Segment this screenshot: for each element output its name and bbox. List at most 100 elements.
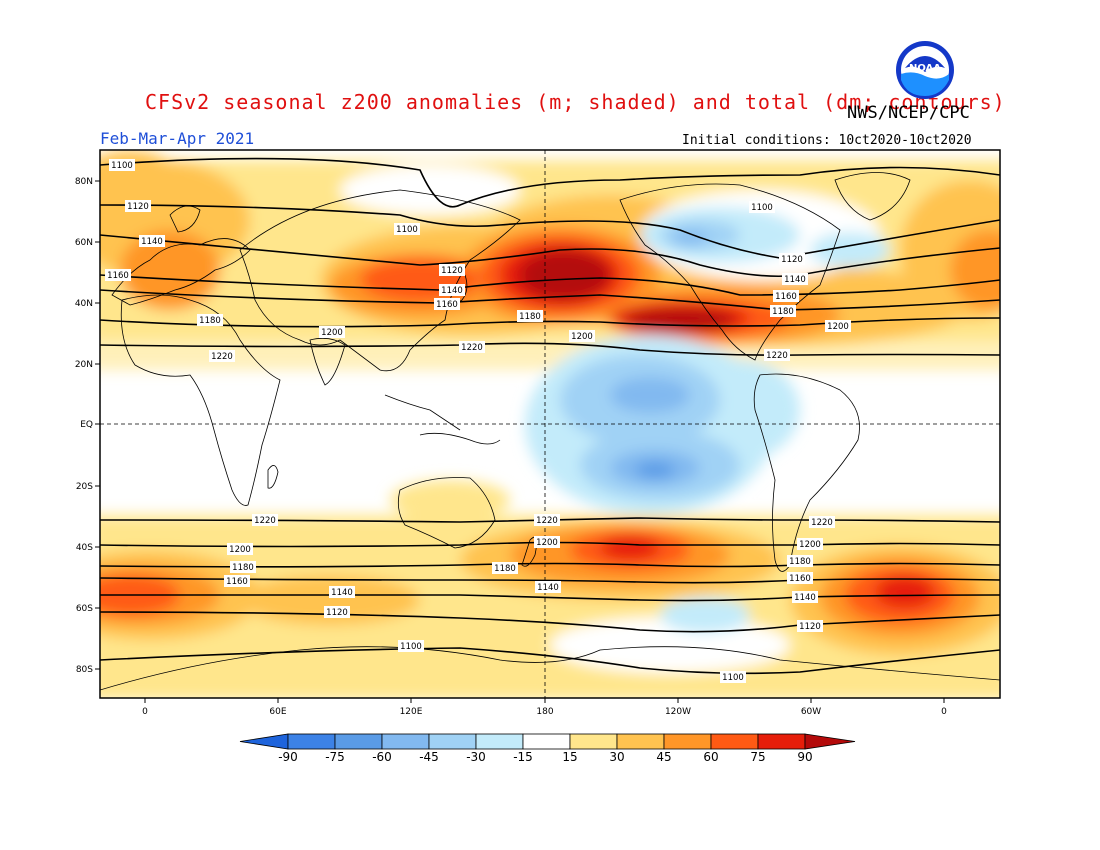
contour-label: 1220 bbox=[461, 343, 483, 353]
colorbar-tick-label: -45 bbox=[419, 750, 439, 764]
contour-label-box bbox=[517, 310, 543, 322]
contour-label-box bbox=[324, 606, 350, 618]
colorbar-tick-label: 90 bbox=[797, 750, 812, 764]
contour-label: 1200 bbox=[827, 322, 849, 332]
contour-label: 1120 bbox=[127, 202, 149, 212]
contour-label-box bbox=[319, 326, 345, 338]
contour-label-box bbox=[105, 269, 131, 281]
contour-label: 1220 bbox=[811, 518, 833, 528]
contour-label: 1180 bbox=[789, 557, 811, 567]
contour-label-box bbox=[398, 640, 424, 652]
contour-label: 1120 bbox=[326, 608, 348, 618]
colorbar-tick-label: 15 bbox=[562, 750, 577, 764]
colorbar-tick-label: -15 bbox=[513, 750, 533, 764]
lat-label: EQ bbox=[80, 420, 93, 430]
lat-label: 80N bbox=[75, 177, 93, 187]
contour-label: 1140 bbox=[784, 275, 806, 285]
lon-label: 120E bbox=[400, 707, 423, 717]
contour-label-box bbox=[139, 235, 165, 247]
lon-label: 60E bbox=[269, 707, 286, 717]
colorbar-segment bbox=[334, 733, 383, 750]
contour-label-box bbox=[534, 514, 560, 526]
height-contours bbox=[100, 157, 1000, 675]
contour-label: 1120 bbox=[781, 255, 803, 265]
lat-label: 40S bbox=[76, 543, 93, 553]
contour-label-box bbox=[770, 305, 796, 317]
contour-label-box bbox=[224, 575, 250, 587]
contour-label: 1160 bbox=[107, 271, 129, 281]
contour-label: 1140 bbox=[331, 588, 353, 598]
contour-label: 1160 bbox=[436, 300, 458, 310]
contour-label-box bbox=[534, 536, 560, 548]
contour-label-box bbox=[797, 538, 823, 550]
contour-label-box bbox=[459, 341, 485, 353]
contour-label: 1100 bbox=[722, 673, 744, 683]
lat-label: 40N bbox=[75, 299, 93, 309]
contour-label: 1160 bbox=[789, 574, 811, 584]
contour-label-box bbox=[434, 298, 460, 310]
contour-label: 1200 bbox=[536, 538, 558, 548]
contour-label: 1160 bbox=[775, 292, 797, 302]
contour-label-box bbox=[394, 223, 420, 235]
latitude-labels: 80N 60N 40N 20N EQ 20S 40S 60S 80S bbox=[75, 177, 100, 675]
contour-label-box bbox=[773, 290, 799, 302]
colorbar-segment bbox=[710, 733, 759, 750]
contour-label: 1140 bbox=[794, 593, 816, 603]
contour-label-box bbox=[792, 591, 818, 603]
contour-label-box bbox=[109, 159, 135, 171]
colorbar-segment bbox=[522, 733, 571, 750]
contour-label: 1140 bbox=[537, 583, 559, 593]
colorbar-segment bbox=[381, 733, 430, 750]
contour-label-box bbox=[787, 555, 813, 567]
contour-label: 1160 bbox=[226, 577, 248, 587]
colorbar-tick-label: -90 bbox=[278, 750, 298, 764]
colorbar-tick-label: -75 bbox=[325, 750, 345, 764]
map-title: CFSv2 seasonal z200 anomalies (m; shaded… bbox=[145, 90, 1006, 114]
anomaly-shading bbox=[100, 150, 1000, 698]
contour-label-box bbox=[252, 514, 278, 526]
colorbar-segment bbox=[569, 733, 618, 750]
contour-labels: 1100 1100 1100 1120 1120 1120 1140 1140 1140 1160… bbox=[105, 159, 851, 683]
contour-label: 1100 bbox=[751, 203, 773, 213]
contour-label: 1220 bbox=[536, 516, 558, 526]
lat-label: 20S bbox=[76, 482, 93, 492]
contour-label: 1180 bbox=[519, 312, 541, 322]
colorbar-tick-label: -60 bbox=[372, 750, 392, 764]
contour-label: 1100 bbox=[111, 161, 133, 171]
contour-label-box bbox=[439, 284, 465, 296]
contour-label-box bbox=[797, 620, 823, 632]
contour-label: 1120 bbox=[799, 622, 821, 632]
contour-label-box bbox=[720, 671, 746, 683]
contour-label-box bbox=[230, 561, 256, 573]
season-label: Feb-Mar-Apr 2021 bbox=[100, 129, 255, 148]
contour-label-box bbox=[439, 264, 465, 276]
lat-label: 60N bbox=[75, 238, 93, 248]
colorbar-segment bbox=[428, 733, 477, 750]
agency-label: NWS/NCEP/CPC bbox=[847, 103, 970, 123]
colorbar-left-arrow bbox=[239, 733, 289, 750]
contour-label: 1140 bbox=[141, 237, 163, 247]
contour-label: 1100 bbox=[400, 642, 422, 652]
lat-label: 60S bbox=[76, 604, 93, 614]
colorbar-segment bbox=[757, 733, 806, 750]
contour-label-box bbox=[764, 349, 790, 361]
colorbar-tick-label: 75 bbox=[750, 750, 765, 764]
colorbar-right-arrow bbox=[804, 733, 856, 750]
contour-label-box bbox=[787, 572, 813, 584]
contour-label-box bbox=[329, 586, 355, 598]
initial-conditions-label: Initial conditions: 10ct2020-10ct2020 bbox=[682, 133, 972, 148]
contour-label-box bbox=[749, 201, 775, 213]
contour-label: 1200 bbox=[321, 328, 343, 338]
noaa-logo-icon: NOAA bbox=[896, 41, 954, 99]
contour-label-box bbox=[209, 350, 235, 362]
contour-label-box bbox=[227, 543, 253, 555]
contour-label: 1180 bbox=[772, 307, 794, 317]
lon-label: 0 bbox=[941, 707, 947, 717]
svg-text:NOAA: NOAA bbox=[909, 63, 941, 74]
contour-label: 1120 bbox=[441, 266, 463, 276]
contour-label-box bbox=[535, 581, 561, 593]
colorbar-segment bbox=[475, 733, 524, 750]
contour-label: 1200 bbox=[229, 545, 251, 555]
colorbar-segment bbox=[287, 733, 336, 750]
contour-label-box bbox=[825, 320, 851, 332]
